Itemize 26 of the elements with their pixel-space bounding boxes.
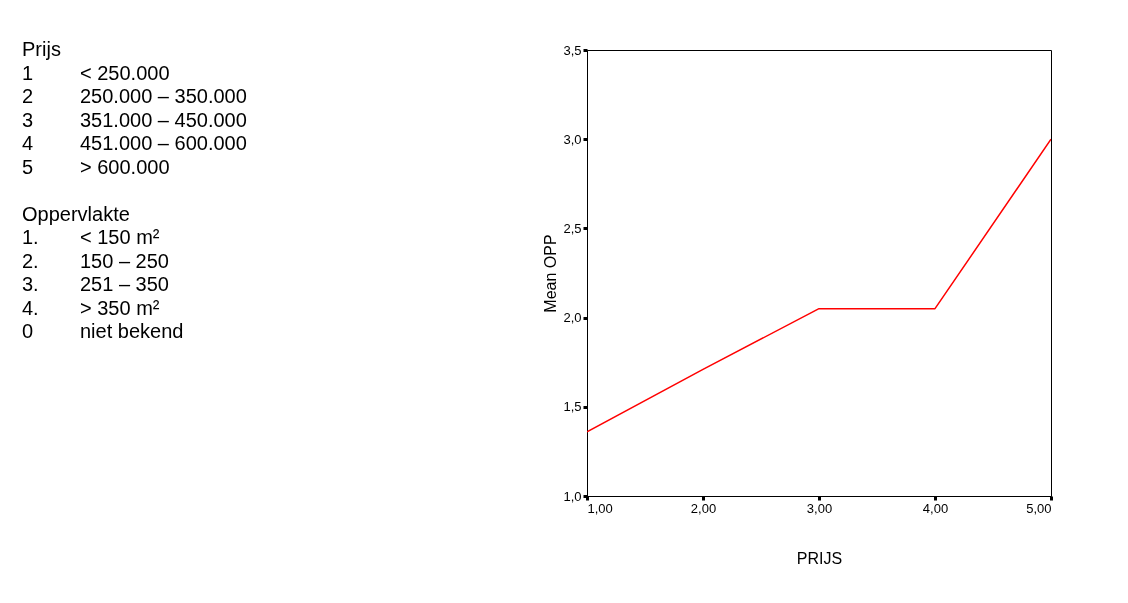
x-tick-label: 4,00 <box>922 500 949 516</box>
y-tick-label: 3,0 <box>563 131 582 147</box>
text: Oppervlakte <box>22 202 130 225</box>
text: 0 niet bekend <box>22 320 184 342</box>
x-tick-label: 5,00 <box>1026 500 1052 516</box>
x-tick-label: 3,00 <box>806 500 833 516</box>
x-axis-title: PRIJS <box>796 549 843 567</box>
text: 2 250.000 – 350.000 <box>22 85 247 107</box>
x-tick-label: 2,00 <box>690 500 717 516</box>
text: 4 451.000 – 600.000 <box>22 132 247 154</box>
y-axis-title: Mean OPP <box>542 234 560 313</box>
y-tick-label: 1,5 <box>563 399 582 415</box>
text: 2. 150 – 250 <box>22 249 169 272</box>
text: 1 < 250.000 <box>22 61 170 84</box>
text: Prijs <box>22 38 61 60</box>
text: 4. > 350 m² <box>22 296 160 319</box>
line-series <box>587 138 1051 433</box>
y-tick-label: 2,0 <box>563 310 582 326</box>
text: 1. < 150 m² <box>22 226 160 248</box>
y-tick-label: 2,5 <box>563 220 582 236</box>
y-tick-label: 1,0 <box>563 488 582 504</box>
text: 3 351.000 – 450.000 <box>22 108 247 131</box>
text: 3. 251 – 350 <box>22 273 169 295</box>
text: 5 > 600.000 <box>22 155 170 178</box>
x-tick-label: 1,00 <box>587 500 613 516</box>
y-tick-label: 3,5 <box>563 42 582 58</box>
